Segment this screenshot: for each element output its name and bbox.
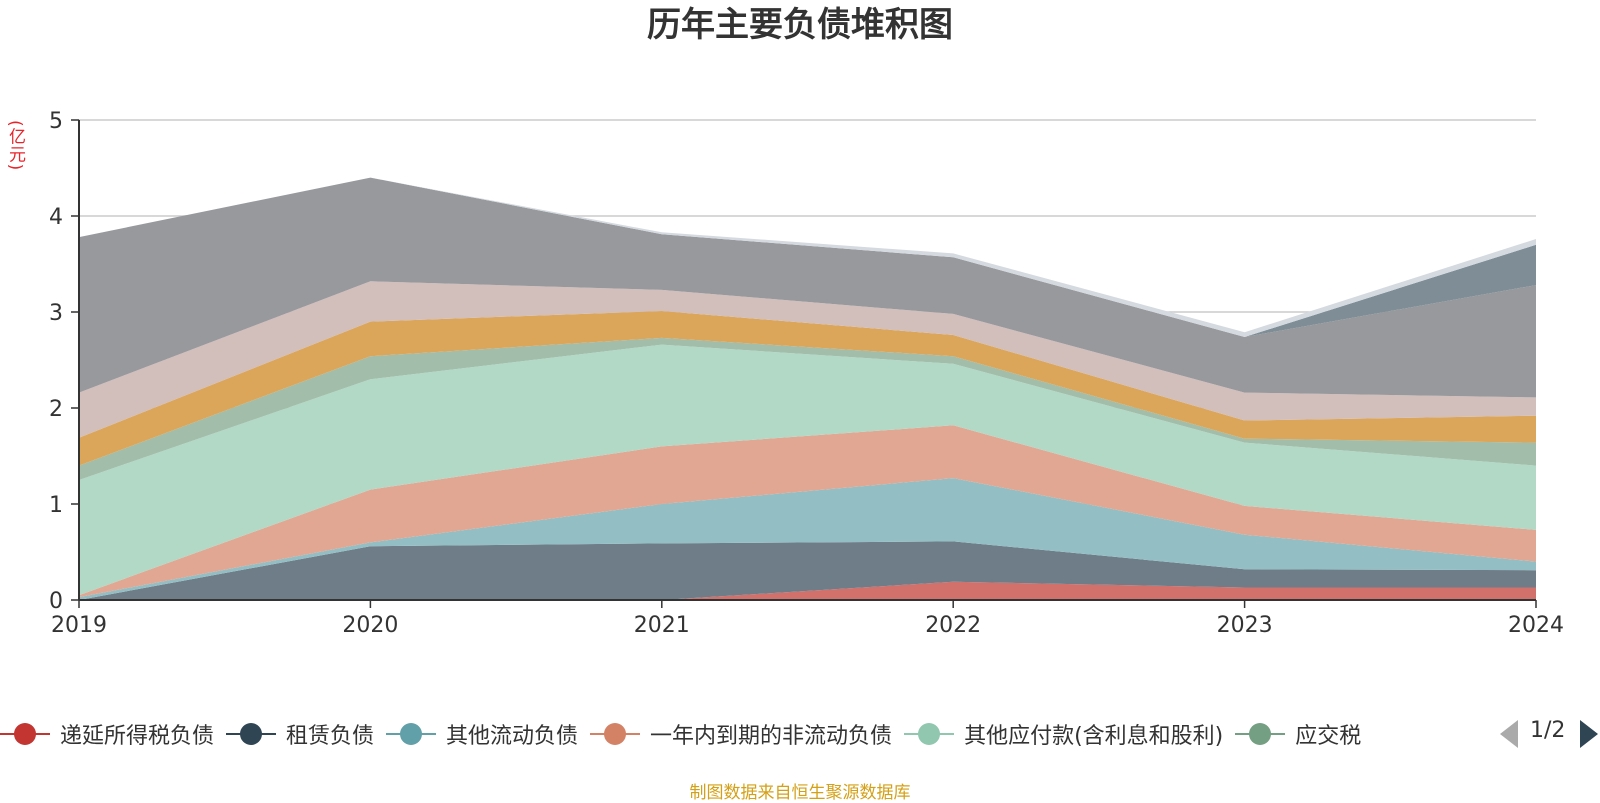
y-tick-label: 2 (49, 397, 63, 422)
legend-marker-icon (904, 722, 955, 746)
y-tick-label: 0 (49, 589, 63, 614)
legend-label: 其他流动负债 (446, 724, 579, 749)
area-其他流动负债 (79, 478, 1536, 600)
area-合同负债 (79, 281, 1536, 438)
legend-item[interactable]: 一年内到期的非流动负债 (590, 712, 892, 756)
legend-label: 租赁负债 (286, 724, 375, 749)
x-tick-label: 2021 (634, 613, 690, 638)
legend-item[interactable]: 递延所得税负债 (0, 712, 214, 756)
legend-marker-icon (590, 722, 641, 746)
legend-label: 其他应付款(含利息和股利) (964, 724, 1224, 749)
legend-next-page-icon[interactable] (1580, 720, 1598, 748)
legend-item[interactable]: 租赁负债 (226, 712, 374, 756)
legend-item[interactable]: 其他流动负债 (386, 712, 578, 756)
x-tick-label: 2024 (1508, 613, 1564, 638)
legend-marker-icon (0, 722, 50, 746)
legend-marker-icon (1235, 722, 1286, 746)
y-tick-label: 3 (49, 301, 63, 326)
tick-labels: 0 1 2 3 4 5 2019 2020 2021 2022 2023 2024 (49, 109, 1564, 638)
legend-item[interactable]: 应交税 (1235, 712, 1361, 756)
area-一年内到期的非流动负债 (79, 425, 1536, 598)
area-租赁负债 (79, 541, 1536, 600)
x-tick-label: 2019 (51, 613, 107, 638)
area-series (79, 177, 1536, 600)
x-tick-label: 2022 (925, 613, 981, 638)
y-tick-label: 5 (49, 109, 63, 134)
legend-marker-icon (226, 722, 277, 746)
area-其他应付款(含利息和股利) (79, 344, 1536, 596)
legend-marker-icon (386, 722, 437, 746)
legend-item[interactable]: 其他应付款(含利息和股利) (904, 712, 1223, 756)
y-tick-label: 1 (49, 493, 63, 518)
x-tick-label: 2023 (1217, 613, 1273, 638)
x-tick-label: 2020 (342, 613, 398, 638)
legend-page-indicator: 1/2 (1530, 718, 1566, 743)
source-note: 制图数据来自恒生聚源数据库 (689, 783, 911, 803)
legend-items: 递延所得税负债 租赁负债 其他流动负债 一年内到期的非流动负债 其他应付款(含利息和股利… (0, 712, 1482, 756)
axes (71, 119, 1537, 608)
area-应付职工薪酬 (79, 311, 1536, 466)
legend-prev-page-icon[interactable] (1500, 720, 1518, 748)
legend-label: 应交税 (1295, 724, 1362, 749)
y-axis-unit: (亿元) (5, 120, 25, 172)
legend-label: 一年内到期的非流动负债 (650, 724, 893, 749)
legend: 递延所得税负债 租赁负债 其他流动负债 一年内到期的非流动负债 其他应付款(含利息和股利… (0, 712, 1600, 756)
area-递延所得税负债 (79, 581, 1536, 600)
area-应付账款 (79, 177, 1536, 398)
y-tick-label: 4 (49, 205, 63, 230)
chart-title: 历年主要负债堆积图 (647, 5, 953, 45)
legend-label: 递延所得税负债 (60, 724, 215, 749)
chart-area: 0 1 2 3 4 5 2019 2020 2021 2022 2023 2024 (49, 109, 1564, 638)
